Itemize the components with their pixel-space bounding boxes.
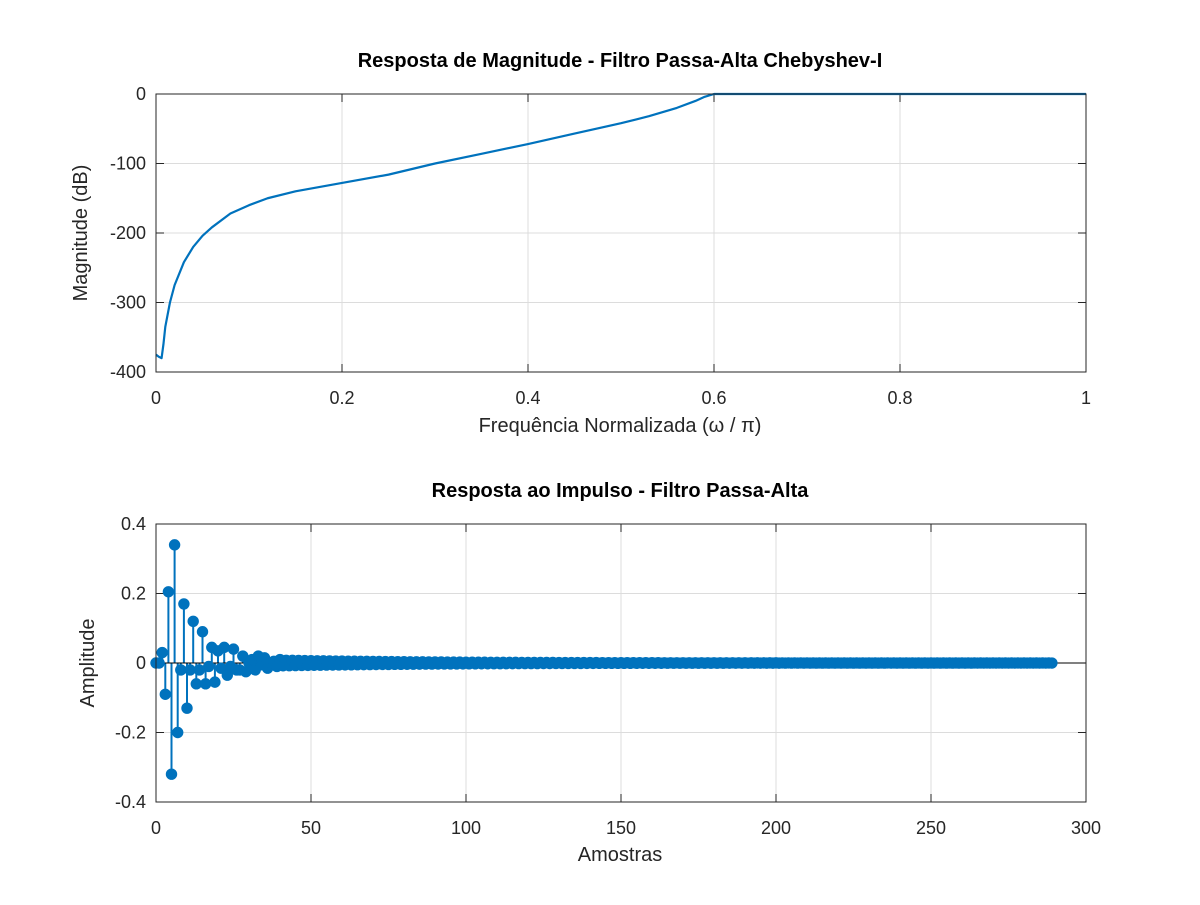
impulse-xtick-label: 150 [606,818,636,838]
impulse-ticks: 0 50 100 150 200 250 300 -0.4 -0.2 0 0.2 0.4 [115,514,1101,838]
impulse-xtick-label: 200 [761,818,791,838]
impulse-data [150,539,1086,780]
magnitude-ytick-label: 0 [136,84,146,104]
impulse-ytick-label: -0.2 [115,723,146,743]
impulse-xlabel: Amostras [578,844,662,866]
impulse-marker [218,641,230,654]
impulse-xtick-label: 0 [151,818,161,838]
magnitude-xtick-label: 0.4 [515,388,540,408]
magnitude-xtick-label: 1 [1081,388,1091,408]
impulse-ytick-label: 0.4 [121,514,146,534]
magnitude-ticks: 0 0.2 0.4 0.6 0.8 1 -400 -300 -200 -100 0 [110,84,1091,408]
impulse-ytick-label: 0.2 [121,584,146,604]
impulse-xtick-label: 50 [301,818,321,838]
magnitude-ytick-label: -400 [110,362,146,382]
magnitude-plot-title: Resposta de Magnitude - Filtro Passa-Alt… [358,50,883,72]
magnitude-axes-frame [155,93,1087,373]
impulse-marker [199,678,212,690]
impulse-marker [168,539,181,551]
magnitude-xlabel: Frequência Normalizada (ω / π) [479,415,762,437]
impulse-ylabel: Amplitude [77,619,99,708]
impulse-xtick-label: 100 [451,818,481,838]
magnitude-ylabel: Magnitude (dB) [70,165,92,302]
impulse-marker [227,643,240,655]
impulse-marker [165,768,178,780]
magnitude-xtick-label: 0.2 [329,388,354,408]
magnitude-ytick-label: -300 [110,293,146,313]
impulse-xtick-label: 300 [1071,818,1101,838]
magnitude-xtick-label: 0.8 [887,388,912,408]
magnitude-line [155,92,1086,360]
magnitude-ytick-label: -200 [110,223,146,243]
impulse-marker [153,657,165,669]
impulse-axes-frame [155,523,1087,803]
impulse-marker [172,726,184,739]
magnitude-data [155,92,1086,360]
impulse-marker [181,702,193,714]
impulse-ytick-label: 0 [136,653,146,673]
impulse-marker [162,586,175,598]
magnitude-ytick-label: -100 [110,154,146,174]
impulse-plot-title: Resposta ao Impulso - Filtro Passa-Alta [432,480,810,502]
impulse-marker [196,626,209,638]
impulse-marker [187,615,199,627]
magnitude-plot: Resposta de Magnitude - Filtro Passa-Alt… [70,50,1091,437]
impulse-ytick-label: -0.4 [115,792,146,812]
impulse-marker [203,660,215,673]
impulse-marker [156,646,168,659]
impulse-marker [178,598,190,610]
magnitude-xtick-label: 0.6 [701,388,726,408]
impulse-plot: Resposta ao Impulso - Filtro Passa-Alta … [77,480,1101,866]
impulse-marker [159,688,172,700]
impulse-marker [1046,657,1058,669]
magnitude-xtick-label: 0 [151,388,161,408]
magnitude-grid [155,93,1087,373]
impulse-xtick-label: 250 [916,818,946,838]
impulse-marker [209,676,221,688]
